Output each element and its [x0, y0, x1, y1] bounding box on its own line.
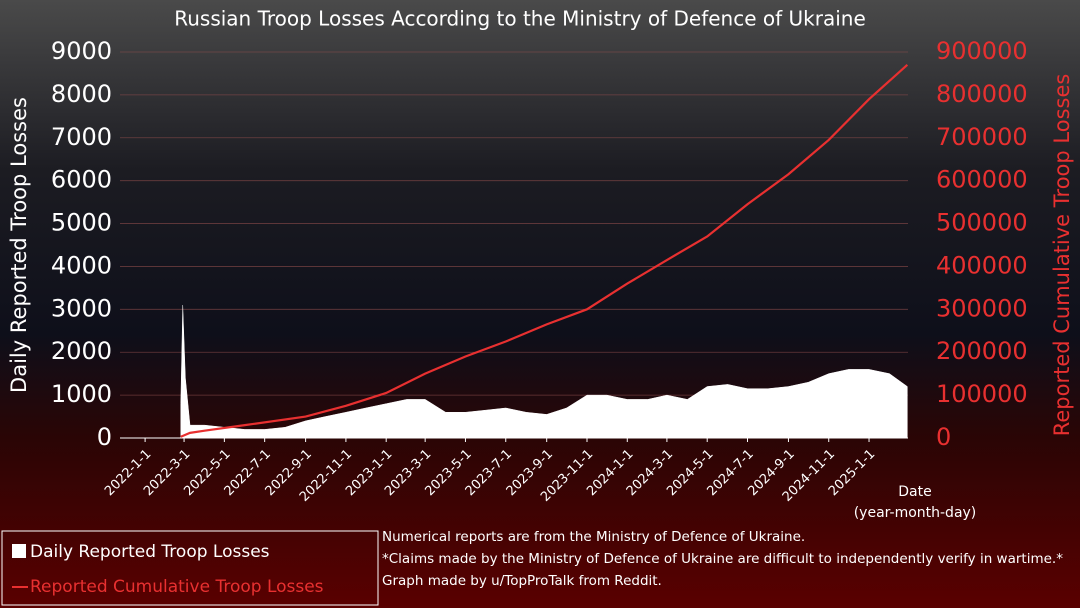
y-tick-label: 5000 [51, 209, 112, 237]
legend-box [1, 530, 379, 606]
y-tick-label: 8000 [51, 80, 112, 108]
y-tick-label: 6000 [51, 166, 112, 194]
x-axis-title: Date (year-month-day) [854, 484, 977, 521]
chart-title: Russian Troop Losses According to the Mi… [174, 7, 866, 31]
y2-tick-label: 700000 [936, 123, 1028, 151]
y2-tick-label: 500000 [936, 209, 1028, 237]
legend-label: Daily Reported Troop Losses [30, 542, 270, 562]
cumulative-line [180, 64, 909, 438]
y-tick-label: 9000 [51, 37, 112, 65]
y2-tick-label: 300000 [936, 294, 1028, 322]
y-tick-label: 3000 [51, 294, 112, 322]
y-tick-label: 1000 [51, 380, 112, 408]
y2-tick-label: 100000 [936, 380, 1028, 408]
y-tick-label: 7000 [51, 123, 112, 151]
y2-tick-label: 0 [936, 423, 951, 451]
y2-axis-title: Reported Cumulative Troop Losses [1050, 74, 1074, 437]
legend-label: Reported Cumulative Troop Losses [30, 577, 324, 597]
y-tick-label: 2000 [51, 337, 112, 365]
footnote: *Claims made by the Ministry of Defence … [382, 551, 1063, 567]
y-tick-label: 4000 [51, 251, 112, 279]
y-axis-title: Daily Reported Troop Losses [7, 97, 31, 393]
y2-tick-label: 800000 [936, 80, 1028, 108]
y2-tick-label: 600000 [936, 166, 1028, 194]
footnote: Graph made by u/TopProTalk from Reddit. [382, 573, 662, 589]
y2-tick-label: 400000 [936, 251, 1028, 279]
y2-tick-label: 200000 [936, 337, 1028, 365]
footnote: Numerical reports are from the Ministry … [382, 529, 805, 545]
daily-area [180, 305, 908, 439]
y2-tick-label: 900000 [936, 37, 1028, 65]
y-tick-label: 0 [97, 423, 112, 451]
legend-swatch [12, 544, 26, 558]
